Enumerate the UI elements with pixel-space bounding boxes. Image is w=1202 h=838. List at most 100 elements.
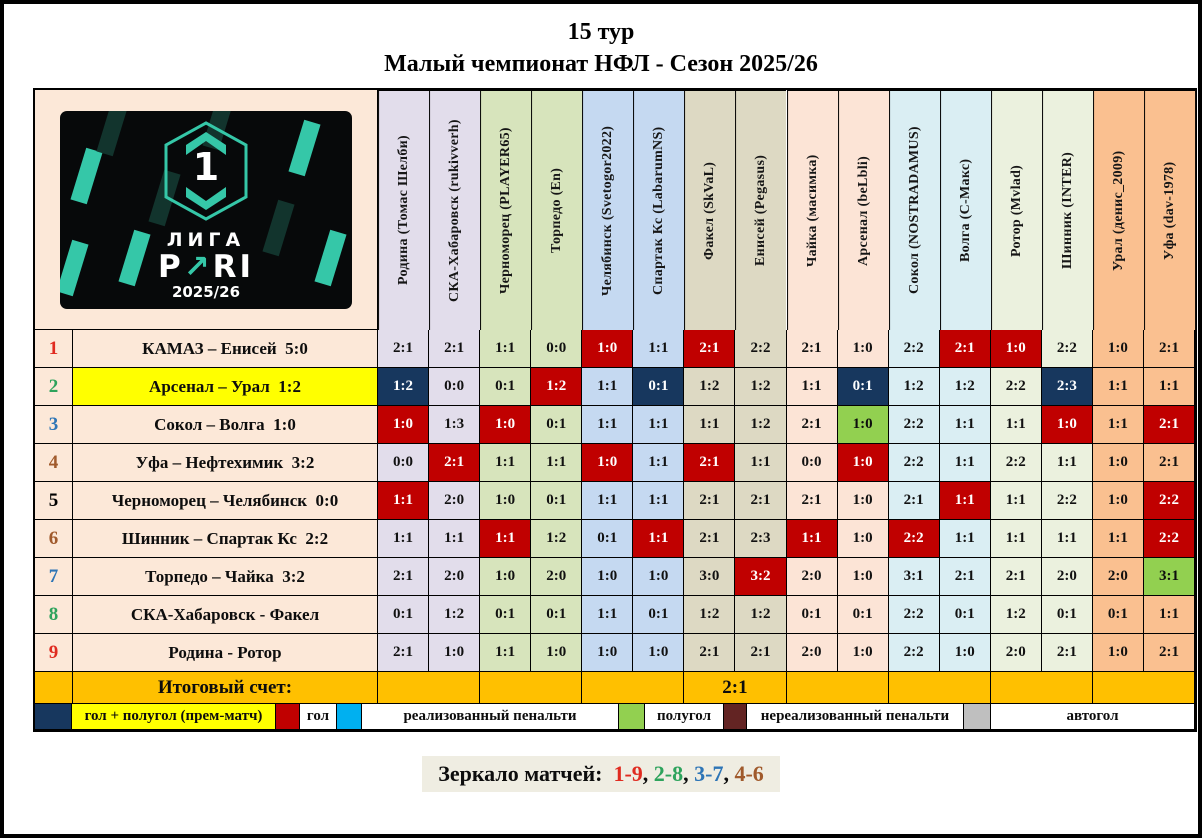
logo-brand: P↗RI [157,248,255,285]
score-cell: 0:1 [1041,596,1093,634]
player-column-header: Арсенал (beLbli) [837,90,889,330]
score-cell: 1:1 [939,520,991,558]
score-cell: 1:1 [633,520,685,558]
score-cell: 2:1 [1041,634,1093,672]
row-number: 7 [35,558,73,596]
score-cell: 2:1 [1143,330,1195,368]
score-cell: 0:0 [786,444,838,482]
score-cell: 2:1 [990,558,1042,596]
score-cell: 1:0 [531,634,583,672]
score-cell: 0:1 [633,596,685,634]
score-cell: 1:1 [1092,520,1144,558]
score-cell: 0:1 [939,596,991,634]
score-cell: 0:1 [582,520,634,558]
score-cell: 1:2 [378,368,430,406]
score-cell: 2:2 [990,444,1042,482]
legend-label: гол [300,704,337,729]
score-cell: 2:1 [429,330,481,368]
page-title: 15 тур Малый чемпионат НФЛ - Сезон 2025/… [4,4,1198,81]
score-cell: 2:0 [531,558,583,596]
player-column-header: Сокол (NOSTRADAMUS) [888,90,940,330]
mirror-separator: , [683,761,695,786]
logo-league-number: 1 [192,144,220,189]
legend-swatch [724,704,747,729]
score-cell: 1:1 [582,406,634,444]
score-cell: 2:2 [1143,482,1195,520]
final-score-label: Итоговый счет: [73,672,378,704]
score-cell: 1:1 [1092,368,1144,406]
score-cell: 0:1 [480,596,532,634]
score-cell: 1:1 [1041,444,1093,482]
logo-cell: 1 ЛИГА P↗RI 2025/26 [35,90,378,330]
score-cell: 2:1 [378,330,430,368]
score-cell: 1:1 [633,482,685,520]
row-number: 3 [35,406,73,444]
score-cell: 1:1 [429,520,481,558]
score-cell: 1:0 [837,520,889,558]
mirror-note: Зеркало матчей: 1-9, 2-8, 3-7, 4-6 [4,756,1198,792]
mirror-pair: 1-9 [613,761,643,786]
score-cell: 1:1 [378,520,430,558]
legend-label: нереализованный пенальти [747,704,964,729]
score-cell: 1:2 [735,406,787,444]
score-cell: 1:1 [633,330,685,368]
score-cell: 1:2 [684,596,736,634]
legend-label: автогол [991,704,1194,729]
legend-swatch [619,704,645,729]
score-cell: 1:1 [480,330,532,368]
score-cell: 1:2 [990,596,1042,634]
score-cell: 1:0 [378,406,430,444]
score-cell: 1:1 [378,482,430,520]
logo-arrow-icon: ↗ [183,248,213,285]
score-cell: 2:2 [1041,482,1093,520]
score-cell: 3:1 [1143,558,1195,596]
legend-swatch [276,704,300,729]
match-label: Арсенал – Урал 1:2 [73,368,378,406]
score-cell: 1:0 [582,444,634,482]
score-cell: 2:2 [888,330,940,368]
score-cell: 1:1 [939,444,991,482]
score-cell: 1:0 [837,558,889,596]
score-cell: 1:2 [531,368,583,406]
row-number: 1 [35,330,73,368]
score-cell: 0:0 [429,368,481,406]
match-label: Шинник – Спартак Кс 2:2 [73,520,378,558]
score-cell: 1:2 [531,520,583,558]
legend-label: реализованный пенальти [362,704,619,729]
score-cell: 1:1 [990,520,1042,558]
score-cell: 2:1 [1143,444,1195,482]
score-cell: 0:1 [378,596,430,634]
score-cell: 1:1 [939,482,991,520]
logo-league-name: ЛИГА [166,228,246,251]
legend: гол + полугол (прем-матч) гол реализованны… [35,704,1195,730]
score-cell: 2:1 [786,406,838,444]
score-cell: 1:0 [480,406,532,444]
score-cell: 1:0 [582,634,634,672]
row-number: 8 [35,596,73,634]
score-cell: 2:1 [429,444,481,482]
score-cell: 1:0 [1092,634,1144,672]
logo-season: 2025/26 [171,282,241,301]
score-cell: 0:1 [837,368,889,406]
row-number: 9 [35,634,73,672]
player-column-header: Челябинск (Svetogor2022) [582,90,634,330]
score-cell: 1:1 [633,444,685,482]
score-cell: 2:1 [1143,634,1195,672]
score-cell: 1:0 [582,330,634,368]
score-cell: 2:1 [939,558,991,596]
score-cell: 2:1 [1143,406,1195,444]
score-cell: 1:3 [429,406,481,444]
score-cell: 1:1 [531,444,583,482]
score-cell: 2:0 [429,482,481,520]
score-cell: 2:0 [786,634,838,672]
match-label: СКА-Хабаровск - Факел [73,596,378,634]
player-column-header: Чайка (масимка) [786,90,838,330]
score-cell: 1:1 [582,596,634,634]
score-cell: 1:0 [480,558,532,596]
score-cell: 1:1 [582,482,634,520]
score-cell: 0:1 [480,368,532,406]
score-cell: 1:1 [990,482,1042,520]
score-cell: 2:1 [684,444,736,482]
score-cell: 2:1 [888,482,940,520]
score-cell: 2:0 [786,558,838,596]
